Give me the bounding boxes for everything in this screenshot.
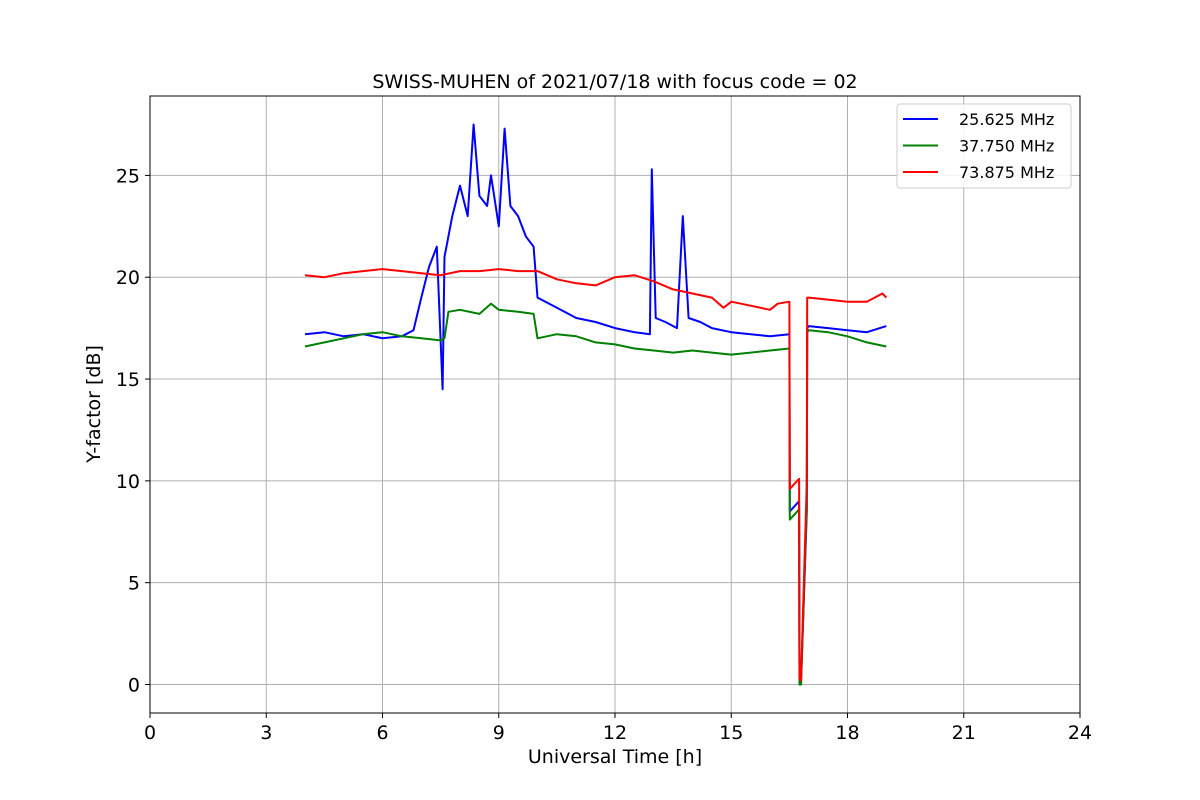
x-tick-label: 0	[144, 722, 156, 744]
x-tick-label: 24	[1068, 722, 1092, 744]
y-axis-label: Y-factor [dB]	[83, 345, 105, 464]
y-tick-label: 5	[128, 573, 140, 595]
x-tick-label: 21	[952, 722, 976, 744]
x-axis-label: Universal Time [h]	[528, 746, 702, 768]
legend-label-2: 37.750 MHz	[959, 137, 1054, 156]
series-layer	[304, 123, 888, 686]
x-tick-label: 18	[835, 722, 859, 744]
x-tick-label: 6	[376, 722, 388, 744]
axis-ticks: 0 3 6 9 12 15 18 21 24 0 5 10 15 20 25	[116, 165, 1092, 744]
y-tick-label: 20	[116, 267, 140, 289]
chart-title: SWISS-MUHEN of 2021/07/18 with focus cod…	[372, 71, 857, 93]
x-tick-label: 3	[260, 722, 272, 744]
x-tick-label: 12	[603, 722, 627, 744]
legend: 25.625 MHz 37.750 MHz 73.875 MHz	[896, 103, 1072, 189]
y-tick-label: 15	[116, 369, 140, 391]
x-tick-label: 15	[719, 722, 743, 744]
legend-label-3: 73.875 MHz	[959, 163, 1054, 182]
y-tick-label: 0	[128, 674, 140, 696]
y-tick-label: 10	[116, 471, 140, 493]
legend-label-1: 25.625 MHz	[959, 110, 1054, 129]
y-tick-label: 25	[116, 165, 140, 187]
series-line-3	[304, 268, 888, 682]
legend-frame	[896, 103, 1072, 189]
x-tick-label: 9	[493, 722, 505, 744]
